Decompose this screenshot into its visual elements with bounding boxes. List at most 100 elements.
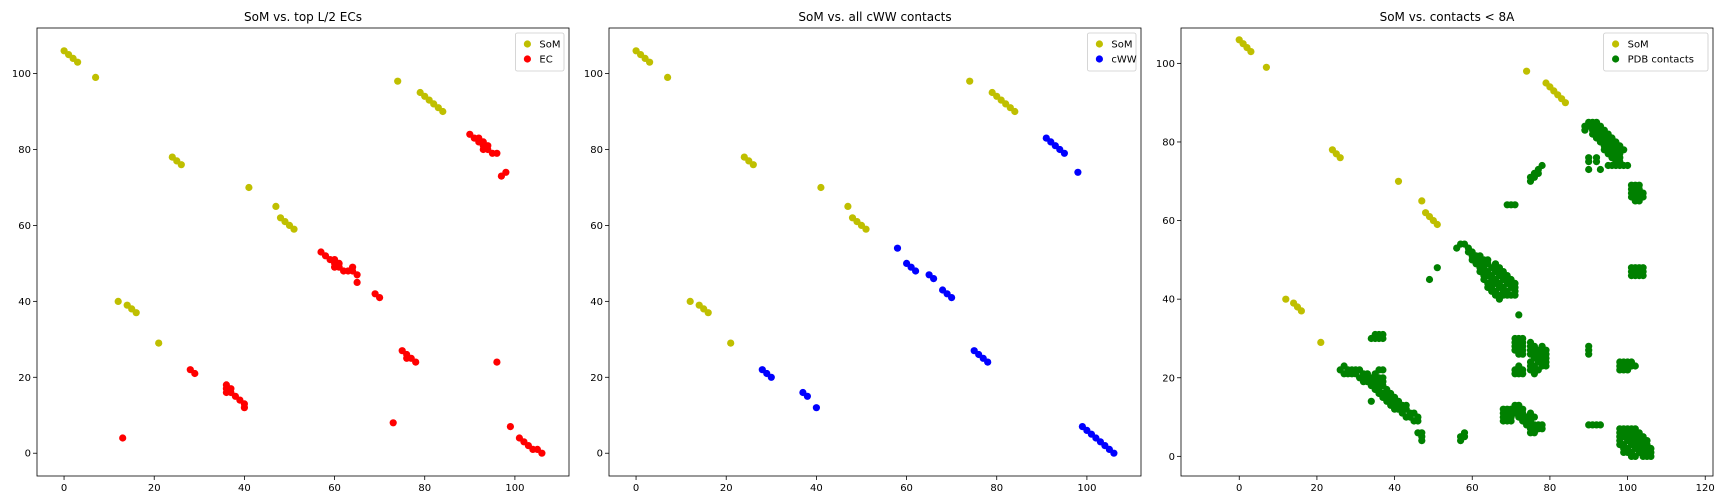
data-point [92, 73, 100, 81]
data-point [1538, 342, 1546, 350]
series-som [1235, 36, 1569, 346]
data-point [1596, 421, 1604, 429]
data-point [948, 294, 956, 302]
legend: SoM EC [515, 32, 565, 72]
data-point [177, 161, 185, 169]
data-point [1011, 107, 1019, 116]
data-point [376, 294, 384, 302]
data-point [966, 77, 974, 85]
data-point [803, 392, 812, 400]
data-point [1433, 220, 1441, 229]
data-point [1247, 48, 1255, 56]
data-point [1523, 67, 1531, 75]
data-point [664, 73, 672, 81]
data-point [119, 434, 127, 442]
data-point [1414, 417, 1422, 425]
data-point [862, 225, 870, 233]
legend: SoM cWW [1087, 32, 1137, 72]
x-tick-label: 60 [900, 483, 913, 494]
data-point [1635, 197, 1643, 205]
series-cww [758, 134, 1118, 457]
data-point [412, 358, 420, 366]
data-point [1620, 448, 1628, 456]
y-tick-label: 40 [1162, 295, 1175, 306]
x-tick-label: 80 [418, 483, 431, 494]
y-tick-label: 100 [12, 69, 31, 80]
data-point [1282, 295, 1290, 303]
legend-label: EC [539, 55, 552, 66]
data-point [74, 58, 82, 66]
chart-title: SoM vs. top L/2 ECs [244, 10, 362, 24]
scatter-panel-3: SoM vs. contacts < 8A 0 20 40 60 80 100 120 0 20 4… [1156, 10, 1715, 494]
axes-frame [608, 27, 1142, 477]
series-som [632, 47, 1019, 347]
data-point [132, 309, 140, 317]
y-tick-label: 100 [584, 69, 603, 80]
legend-marker [1612, 55, 1620, 63]
data-point [1585, 165, 1593, 174]
data-point [1460, 429, 1469, 437]
data-point [704, 309, 712, 317]
data-point [1592, 158, 1601, 166]
x-tick-label: 100 [1077, 483, 1096, 494]
y-tick-label: 80 [1162, 137, 1175, 148]
y-tick-label: 60 [590, 221, 603, 232]
data-point [817, 183, 825, 192]
legend-box [1603, 32, 1709, 72]
data-point [155, 339, 163, 347]
data-point [1542, 350, 1550, 358]
data-point [394, 77, 402, 85]
data-point [1530, 370, 1538, 378]
y-tick-label: 40 [590, 297, 603, 308]
data-point [290, 225, 298, 233]
legend-label: cWW [1111, 55, 1136, 66]
data-point [245, 183, 253, 192]
scatter-panel-2: SoM vs. all cWW contacts 0 20 40 60 80 100 0 20 4… [584, 10, 1142, 494]
legend-label: SoM [1111, 40, 1132, 51]
y-tick-label: 40 [18, 297, 31, 308]
y-tick-label: 80 [18, 145, 31, 156]
legend: SoM PDB contacts [1603, 32, 1709, 72]
data-point [1379, 366, 1387, 374]
data-point [1511, 201, 1519, 209]
y-tick-label: 20 [18, 373, 31, 384]
data-point [893, 244, 902, 252]
chart-title: SoM vs. contacts < 8A [1380, 10, 1516, 24]
x-tick-label: 0 [1236, 483, 1242, 494]
data-point [1519, 370, 1527, 378]
data-point [1647, 452, 1655, 460]
data-point [1530, 429, 1538, 437]
data-point [844, 202, 852, 210]
data-point [1379, 334, 1387, 343]
legend-marker [1095, 40, 1103, 48]
data-point [272, 202, 280, 210]
data-point [1585, 158, 1593, 166]
x-tick-label: 40 [1388, 483, 1401, 494]
data-point [1631, 362, 1639, 370]
data-point [389, 419, 397, 427]
series-pdb-contacts [1336, 118, 1655, 460]
y-tick-label: 60 [18, 221, 31, 232]
x-tick-label: 40 [238, 483, 251, 494]
axes-frame [36, 27, 570, 477]
data-point [1367, 397, 1375, 405]
data-point [506, 423, 514, 431]
data-point [1507, 279, 1515, 287]
data-point [1585, 350, 1593, 358]
y-tick-label: 0 [1169, 452, 1175, 463]
data-point [1074, 168, 1082, 176]
scatter-panel-1: SoM vs. top L/2 ECs 0 20 40 60 80 100 0 20 40 60 80… [12, 10, 570, 494]
x-tick-label: 20 [720, 483, 733, 494]
y-tick-label: 0 [25, 449, 31, 460]
series-som [60, 47, 447, 347]
data-point [1425, 275, 1434, 284]
data-point [1639, 272, 1647, 280]
data-point [1297, 307, 1305, 315]
legend-marker [523, 55, 532, 63]
data-point [1526, 346, 1535, 354]
x-tick-label: 100 [505, 483, 524, 494]
x-tick-label: 0 [61, 483, 67, 494]
data-point [1515, 311, 1523, 319]
data-point [493, 358, 501, 366]
data-point [1624, 366, 1632, 374]
